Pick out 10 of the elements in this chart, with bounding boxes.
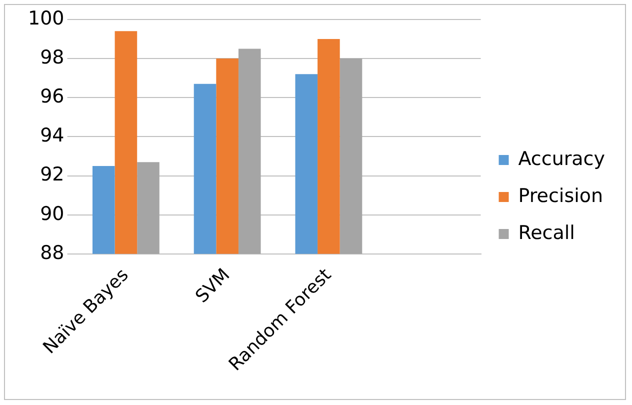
- y-tick-label: 100: [28, 7, 64, 30]
- y-tick-label: 94: [40, 124, 64, 147]
- y-tick-label: 88: [40, 242, 64, 264]
- y-tick-label: 98: [40, 46, 64, 68]
- legend-label: Precision: [518, 184, 604, 207]
- y-tick-label: 90: [40, 202, 64, 225]
- legend-label: Recall: [518, 222, 575, 244]
- legend-label: Accuracy: [518, 148, 606, 170]
- y-tick-label: 96: [40, 86, 64, 108]
- y-tick-label: 92: [40, 164, 64, 186]
